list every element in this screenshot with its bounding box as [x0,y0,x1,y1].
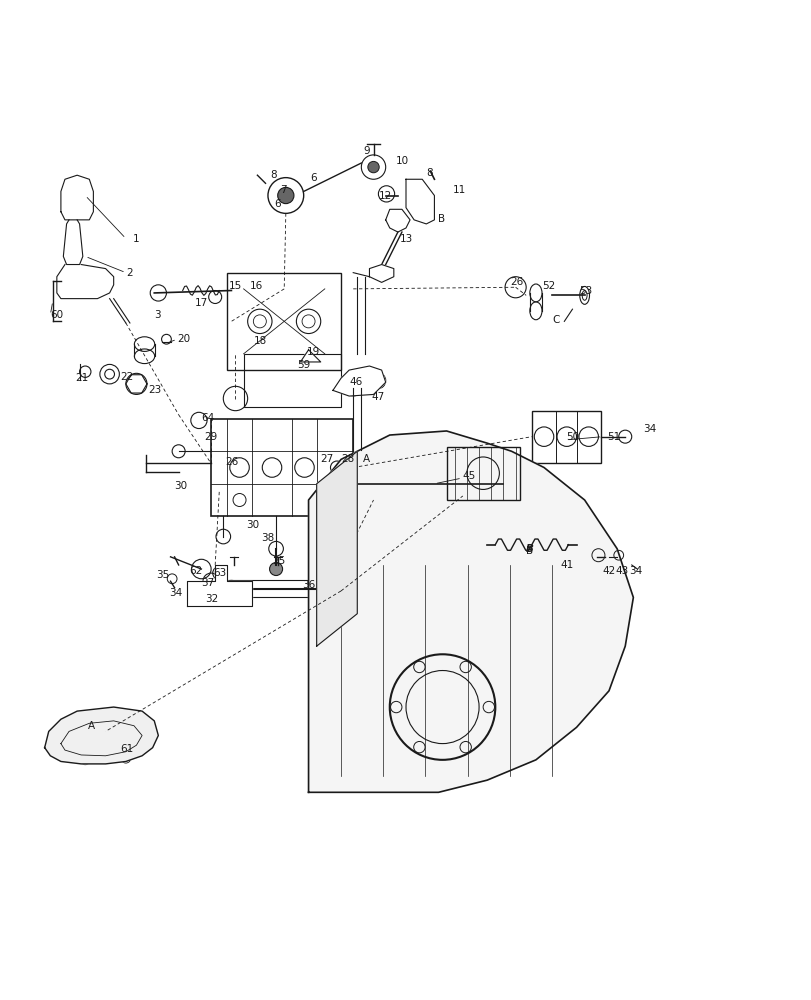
Text: 60: 60 [50,310,63,320]
Text: 43: 43 [615,566,628,576]
Text: 6: 6 [310,173,316,183]
Polygon shape [369,265,393,282]
Text: 18: 18 [253,336,266,346]
Text: 42: 42 [602,566,615,576]
Text: 20: 20 [177,334,190,344]
Text: 13: 13 [399,234,412,244]
Polygon shape [316,451,357,646]
Text: 37: 37 [201,578,214,588]
Text: 29: 29 [204,432,217,442]
Text: 50: 50 [565,432,578,442]
Circle shape [367,161,379,173]
Text: 21: 21 [75,373,88,383]
Polygon shape [187,565,251,606]
Text: 15: 15 [229,281,242,291]
Text: B: B [438,214,445,224]
Text: 30: 30 [174,481,187,491]
Text: 3: 3 [154,310,161,320]
Text: A: A [88,721,95,731]
Text: 53: 53 [578,286,591,296]
Polygon shape [57,265,114,299]
Polygon shape [406,179,434,224]
Text: 59: 59 [297,360,310,370]
Text: 8: 8 [270,170,277,180]
Text: 28: 28 [341,454,354,464]
Text: 52: 52 [542,281,555,291]
Polygon shape [61,175,93,220]
Text: 30: 30 [246,520,259,530]
Polygon shape [333,366,385,396]
Text: 32: 32 [205,594,218,604]
Text: 23: 23 [148,385,161,395]
Text: 51: 51 [607,432,620,442]
Bar [446,447,519,500]
Text: 35: 35 [272,556,285,566]
Text: 46: 46 [349,377,362,387]
Polygon shape [63,220,83,265]
Text: 36: 36 [302,580,315,590]
Text: 38: 38 [261,533,274,543]
Bar [211,419,353,516]
Text: B: B [526,546,533,556]
Text: 8: 8 [426,168,432,178]
Text: 34: 34 [169,588,182,598]
Text: 17: 17 [195,298,208,308]
Text: 63: 63 [213,568,226,578]
Text: 1: 1 [132,234,139,244]
Circle shape [269,563,282,576]
Bar [243,354,341,407]
Text: 41: 41 [560,560,573,570]
Bar [227,273,341,370]
Circle shape [277,187,294,204]
Text: 10: 10 [395,156,408,166]
Text: 26: 26 [509,277,522,287]
Text: 19: 19 [307,347,320,357]
Text: 64: 64 [201,413,214,423]
Text: 34: 34 [642,424,655,434]
Polygon shape [45,707,158,764]
Bar [531,411,600,463]
Text: 27: 27 [320,454,333,464]
Text: B: B [526,544,534,554]
Text: 16: 16 [250,281,263,291]
Text: 22: 22 [120,372,133,382]
Text: 26: 26 [225,457,238,467]
Bar [219,580,337,597]
Text: 35: 35 [156,570,169,580]
Text: 11: 11 [453,185,466,195]
Text: 6: 6 [274,199,281,209]
Text: 34: 34 [629,566,642,576]
Polygon shape [308,431,633,792]
Text: 7: 7 [280,185,286,195]
Polygon shape [385,209,410,232]
Text: 61: 61 [120,744,133,754]
Polygon shape [300,350,320,362]
Text: A: A [363,454,370,464]
Text: 12: 12 [379,191,392,201]
Text: 47: 47 [371,392,384,402]
Text: C: C [551,315,559,325]
Text: 45: 45 [461,471,474,481]
Text: 9: 9 [363,146,369,156]
Text: 62: 62 [189,566,202,576]
Text: 2: 2 [126,268,132,278]
